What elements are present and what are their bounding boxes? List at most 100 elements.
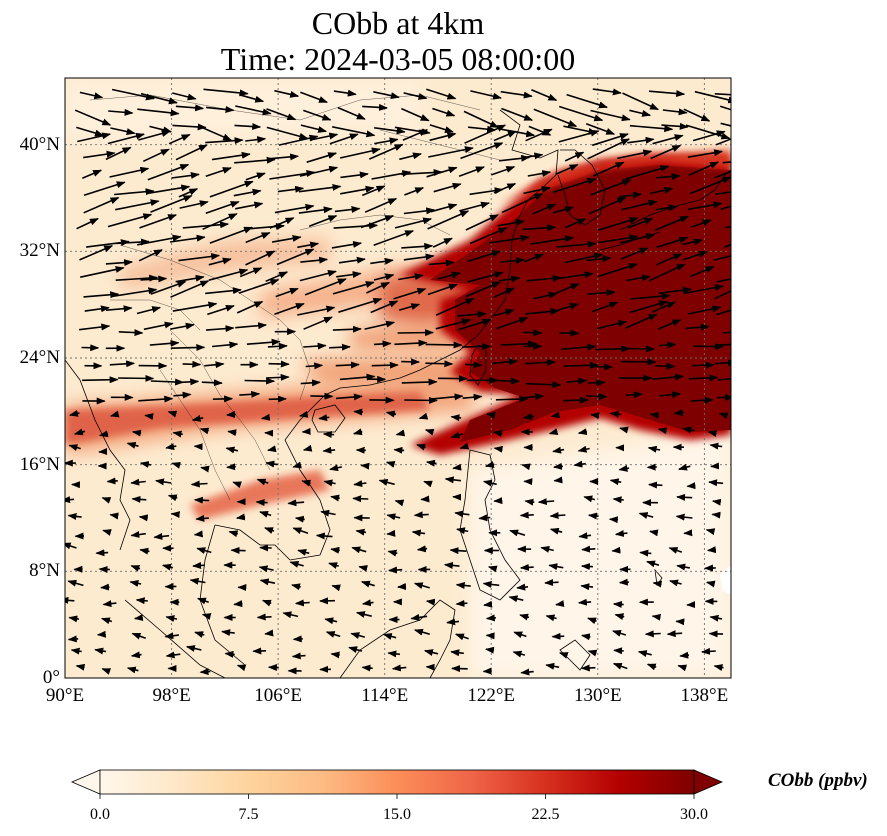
wind-arrow	[588, 197, 627, 215]
wind-arrow	[115, 238, 150, 246]
wind-arrow	[496, 317, 529, 330]
y-tick-label: 32°N	[19, 240, 60, 261]
wind-arrow	[443, 561, 460, 569]
wind-arrow	[182, 221, 230, 229]
wind-arrow	[245, 250, 276, 266]
x-tick-label: 138°E	[680, 685, 729, 706]
wind-arrow	[192, 561, 205, 569]
wind-arrow	[587, 289, 616, 297]
wind-arrow	[593, 363, 613, 371]
wind-arrow	[716, 306, 731, 316]
wind-arrow	[666, 630, 683, 638]
wind-arrow	[500, 90, 533, 99]
wind-arrow	[644, 630, 661, 638]
wind-arrow	[269, 170, 316, 180]
wind-arrow	[467, 250, 502, 263]
wind-arrow	[391, 664, 407, 672]
wind-arrow	[614, 530, 628, 537]
wind-arrow	[722, 331, 731, 334]
wind-arrow	[138, 514, 149, 522]
wind-arrow	[649, 411, 660, 419]
wind-arrow	[659, 391, 682, 399]
wind-arrow	[621, 199, 658, 211]
wind-arrow	[108, 108, 134, 116]
wind-arrow	[338, 256, 366, 264]
wind-arrow	[555, 600, 565, 608]
wind-arrow	[403, 92, 428, 100]
wind-arrow	[685, 323, 710, 331]
wind-arrow	[165, 615, 178, 622]
wind-arrow	[95, 549, 109, 557]
wind-arrow	[524, 498, 535, 506]
wind-arrow	[555, 283, 580, 295]
wind-arrow	[629, 124, 674, 133]
wind-arrow	[587, 379, 606, 387]
wind-arrow	[264, 629, 274, 637]
wind-arrow	[548, 428, 559, 435]
wind-arrow	[580, 563, 593, 571]
wind-arrow	[131, 632, 146, 640]
wind-arrow	[609, 410, 622, 418]
wind-arrow	[592, 88, 622, 96]
wind-arrow	[625, 274, 652, 282]
wind-arrow	[118, 374, 155, 382]
wind-arrow	[533, 291, 558, 300]
wind-arrow	[310, 392, 334, 400]
wind-arrow	[138, 395, 174, 403]
wind-arrow	[228, 530, 239, 538]
wind-arrow	[137, 234, 182, 246]
wind-arrow	[94, 647, 107, 655]
wind-arrow	[209, 226, 254, 244]
wind-arrow	[648, 481, 663, 489]
wind-arrow	[267, 342, 288, 350]
wind-arrow	[282, 611, 299, 619]
wind-arrow	[139, 547, 150, 555]
colorbar	[70, 769, 724, 799]
wind-arrow	[331, 584, 341, 592]
wind-arrow	[386, 513, 401, 521]
wind-arrow	[385, 461, 396, 468]
wind-arrow	[432, 237, 453, 248]
wind-arrow	[138, 130, 171, 141]
wind-arrow	[137, 108, 180, 117]
wind-arrow	[318, 414, 330, 422]
wind-arrow	[109, 166, 150, 178]
wind-arrow	[274, 89, 300, 98]
wind-arrow	[401, 107, 430, 122]
wind-arrow	[669, 579, 682, 587]
wind-arrow	[403, 253, 435, 261]
wind-arrow	[705, 580, 716, 588]
wind-arrow	[521, 393, 545, 401]
wind-arrow	[463, 110, 500, 129]
wind-arrow	[130, 565, 141, 572]
wind-arrow	[450, 414, 462, 422]
wind-arrow	[413, 628, 430, 636]
wind-arrow	[199, 427, 210, 435]
wind-arrow	[308, 215, 338, 228]
wind-arrow	[550, 411, 561, 419]
wind-arrow	[373, 273, 395, 281]
wind-arrow	[211, 151, 251, 161]
wind-arrow	[106, 477, 118, 485]
wind-arrow	[105, 259, 134, 267]
wind-arrow	[522, 152, 544, 160]
wind-arrow	[167, 494, 178, 502]
wind-arrow	[193, 530, 204, 538]
wind-arrow	[553, 462, 563, 470]
wind-arrow	[404, 187, 425, 196]
wind-arrow	[612, 662, 628, 670]
wind-arrow	[274, 203, 315, 214]
wind-arrow	[611, 546, 621, 554]
wind-arrow	[205, 287, 242, 295]
wind-arrow	[564, 218, 587, 229]
wind-arrow	[193, 443, 203, 451]
x-tick-label: 90°E	[45, 685, 85, 706]
wind-arrow	[207, 304, 235, 316]
wind-arrow	[371, 361, 399, 369]
wind-arrow	[525, 128, 553, 142]
wind-arrow	[458, 318, 492, 331]
wind-arrow	[205, 137, 244, 145]
wind-arrow	[109, 512, 119, 520]
wind-arrow	[266, 126, 309, 140]
wind-arrow	[205, 105, 235, 113]
